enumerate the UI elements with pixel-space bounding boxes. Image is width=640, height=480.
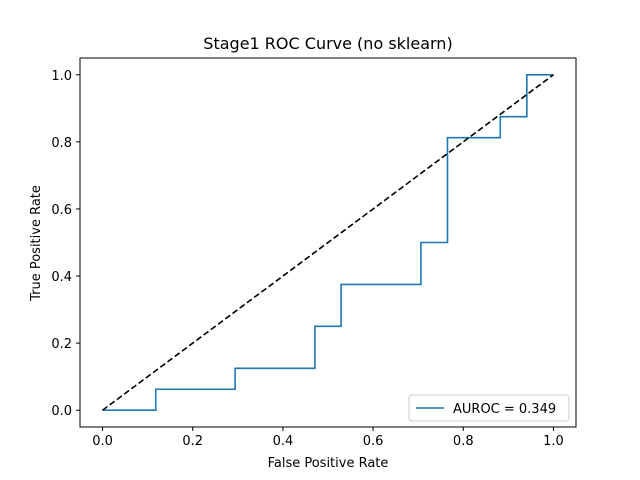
axes-frame — [79, 57, 577, 428]
roc-curve-line — [102, 73, 554, 412]
y-tick-label: 0.6 — [51, 203, 72, 218]
legend-box — [408, 394, 570, 422]
x-tick-label: 0.6 — [363, 434, 384, 449]
y-tick-label: 0.2 — [51, 337, 72, 352]
x-axis-label: False Positive Rate — [268, 456, 389, 471]
plot-area — [79, 57, 577, 428]
x-tick-label: 0.0 — [92, 434, 113, 449]
legend-entry-label: AUROC = 0.349 — [453, 402, 556, 417]
x-tick-label: 0.4 — [273, 434, 294, 449]
x-tick-label: 1.0 — [543, 434, 564, 449]
axis-ticks: 0.0 0.2 0.4 0.6 0.8 1.0 0.0 0.2 0.4 0.6 0.8 1.0 — [51, 69, 563, 449]
y-tick-label: 0.0 — [51, 404, 72, 419]
y-tick-label: 0.4 — [51, 270, 72, 285]
chance-diagonal-line — [102, 74, 554, 411]
legend: AUROC = 0.349 — [408, 394, 570, 422]
y-tick-label: 1.0 — [51, 69, 72, 84]
x-tick-label: 0.2 — [182, 434, 203, 449]
y-axis-label: True Positive Rate — [29, 185, 44, 302]
y-tick-label: 0.8 — [51, 136, 72, 151]
x-tick-label: 0.8 — [453, 434, 474, 449]
chart-title: Stage1 ROC Curve (no sklearn) — [203, 34, 452, 53]
